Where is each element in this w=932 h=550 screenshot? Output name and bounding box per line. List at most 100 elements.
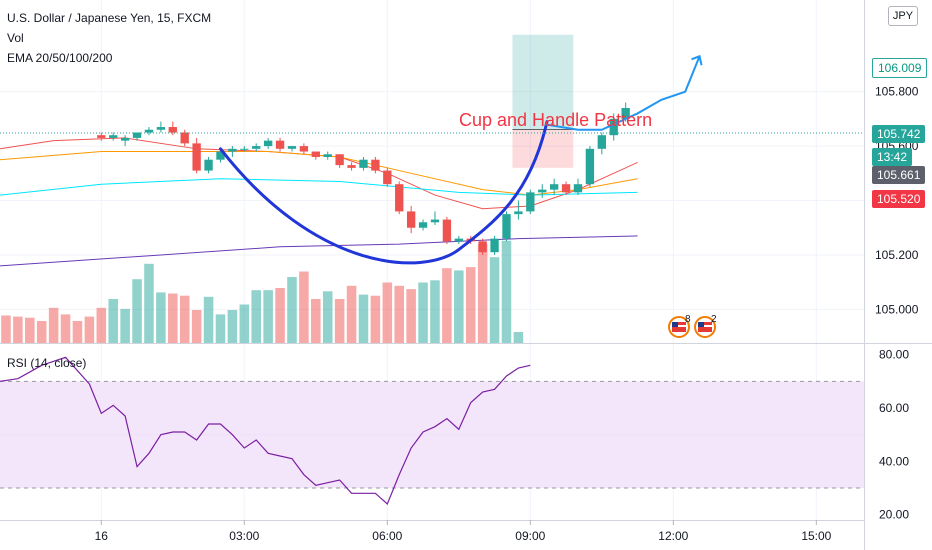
volume-bar (13, 316, 23, 343)
candle (561, 184, 571, 193)
candle (120, 137, 130, 141)
candle (383, 170, 392, 185)
volume-bar (287, 277, 297, 343)
rsi-legend[interactable]: RSI (14, close) (7, 356, 87, 370)
candle (359, 159, 368, 168)
volume-bar (120, 308, 130, 343)
candle (621, 107, 630, 119)
candle (132, 132, 142, 138)
candle (549, 184, 559, 190)
volume-bar (465, 267, 476, 343)
volume-bar (227, 310, 238, 343)
volume-bar (60, 314, 71, 343)
candle (192, 143, 201, 171)
flag-stripe (698, 325, 712, 327)
candle (573, 184, 583, 193)
rsi-tick-label: 40.00 (879, 454, 909, 468)
ema-legend[interactable]: EMA 20/50/100/200 (7, 51, 113, 65)
volume-bar (501, 240, 512, 343)
candle (299, 146, 309, 152)
volume-bar (72, 321, 83, 343)
candle (323, 154, 332, 157)
candle (156, 127, 166, 130)
time-tick-label: 15:00 (801, 529, 831, 543)
candle (514, 211, 523, 215)
candle (144, 129, 154, 133)
projection-arrowhead (691, 54, 703, 66)
volume-bar (394, 285, 404, 343)
candle (609, 118, 618, 136)
volume-bar (108, 299, 118, 343)
volume-bar (311, 299, 321, 343)
flag-stripe (672, 325, 686, 327)
volume-bar (215, 314, 226, 343)
volume-bar (1, 315, 11, 343)
candle (430, 219, 440, 223)
profit-zone (512, 34, 574, 130)
candle (395, 184, 404, 212)
volume-bar (203, 296, 214, 343)
volume-bar (96, 307, 107, 343)
candle (275, 140, 285, 149)
candle (478, 241, 487, 253)
last-price-tag: 105.742 (872, 125, 926, 143)
candle (168, 127, 177, 133)
rsi-tick-label: 80.00 (879, 348, 909, 362)
rsi-tick-label: 60.00 (879, 401, 909, 415)
candle (204, 159, 213, 171)
candle (585, 148, 595, 185)
candle (597, 135, 606, 149)
event-count: 8 (685, 314, 691, 325)
cup-curve (218, 120, 549, 265)
time-tick-label: 16 (95, 529, 109, 543)
flag-canton (698, 322, 704, 327)
countdown-tag: 13:42 (872, 148, 913, 166)
price-tick-label: 105.800 (875, 85, 919, 99)
volume-bar (477, 244, 488, 343)
volume-bar (36, 321, 47, 343)
candle (454, 238, 463, 242)
candle (252, 146, 261, 149)
event-count: 2 (711, 314, 717, 325)
volume-bar (382, 282, 393, 343)
candle (526, 192, 535, 212)
candle (418, 222, 428, 228)
volume-bar (418, 282, 428, 343)
symbol-title[interactable]: U.S. Dollar / Japanese Yen, 15, FXCM (7, 11, 212, 25)
volume-bar (406, 289, 416, 343)
us-flag-icon[interactable]: 2 (694, 314, 717, 338)
volume-bar (454, 270, 464, 343)
candle (240, 148, 249, 150)
time-tick-label: 06:00 (372, 529, 402, 543)
volume-bar (489, 257, 500, 343)
candle (180, 132, 189, 144)
volume-bar (156, 292, 166, 343)
candle (442, 219, 452, 242)
currency-badge[interactable]: JPY (888, 6, 918, 26)
volume-bar (334, 299, 345, 343)
volume-bar (239, 304, 250, 343)
candle (502, 214, 511, 239)
candle (371, 159, 380, 171)
time-tick-label: 03:00 (229, 529, 259, 543)
volume-legend[interactable]: Vol (7, 31, 24, 45)
volume-bar (513, 332, 524, 343)
rsi-tick-label: 20.00 (879, 508, 909, 522)
volume-bar (322, 291, 333, 343)
ema-line (0, 235, 638, 267)
volume-bar (358, 294, 369, 343)
us-flag-icon[interactable]: 8 (668, 314, 691, 338)
time-tick-label: 09:00 (515, 529, 545, 543)
candle (263, 140, 273, 147)
projection-arrow (544, 55, 701, 131)
candle (335, 154, 344, 166)
volume-bar (84, 316, 95, 343)
volume-bar (442, 268, 452, 343)
candle (538, 189, 547, 193)
candle (109, 135, 118, 138)
volume-bar (430, 280, 440, 343)
candle (406, 211, 416, 228)
volume-bar (263, 290, 273, 343)
volume-bar (179, 295, 190, 343)
